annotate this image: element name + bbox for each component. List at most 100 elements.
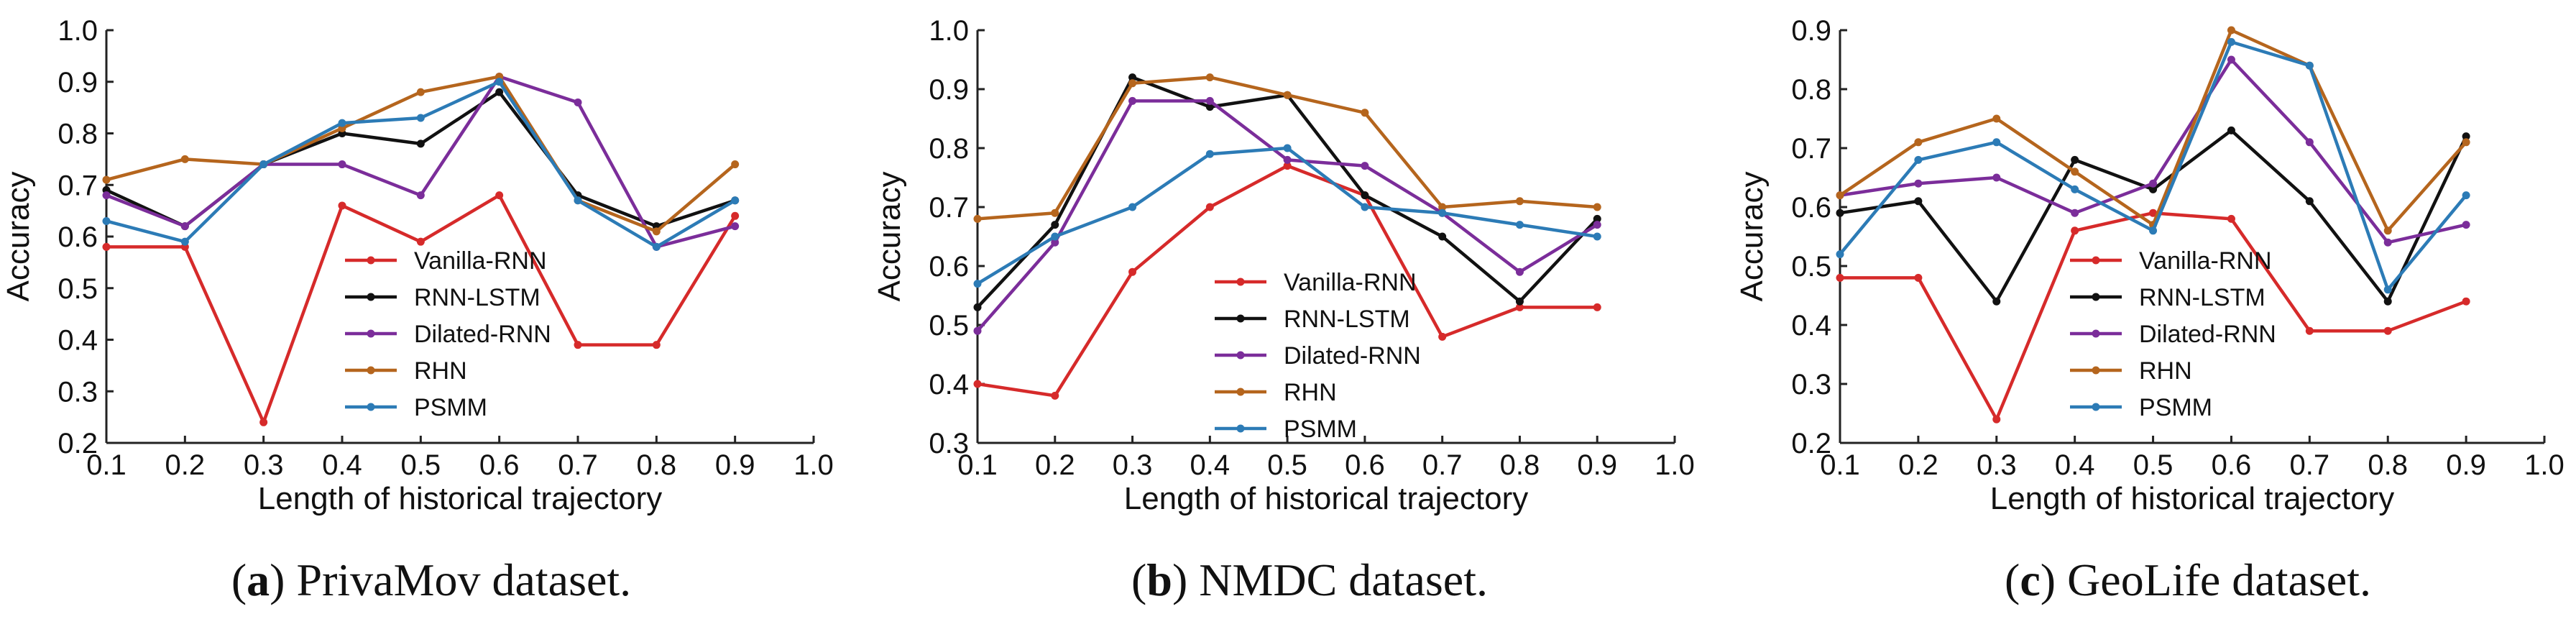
- y-tick-label: 0.8: [1791, 74, 1831, 106]
- legend-marker: [367, 329, 375, 338]
- data-point: [2071, 168, 2079, 176]
- data-point: [338, 201, 346, 210]
- data-point: [416, 237, 425, 246]
- legend-label: Vanilla-RNN: [1284, 269, 1417, 296]
- data-point: [338, 160, 346, 169]
- data-point: [652, 227, 661, 236]
- data-point: [2071, 185, 2079, 193]
- legend-label: Dilated-RNN: [2139, 321, 2276, 348]
- legend-marker: [1236, 278, 1245, 286]
- data-point: [416, 191, 425, 200]
- x-tick-label: 0.4: [2055, 449, 2095, 481]
- y-tick-label: 0.8: [929, 133, 969, 165]
- legend-label: Vanilla-RNN: [2139, 247, 2272, 275]
- data-point: [1205, 150, 1214, 158]
- x-tick-label: 0.4: [1190, 449, 1230, 481]
- legend-marker: [2092, 293, 2100, 301]
- x-tick-label: 0.9: [2446, 449, 2486, 481]
- data-point: [1836, 191, 1844, 200]
- data-point: [1128, 203, 1137, 211]
- x-tick-label: 0.2: [1898, 449, 1938, 481]
- data-point: [1593, 221, 1601, 229]
- data-point: [2462, 138, 2470, 147]
- data-point: [1205, 96, 1214, 105]
- legend-label: PSMM: [414, 394, 487, 421]
- y-tick-label: 0.6: [58, 221, 98, 253]
- data-point: [102, 216, 111, 225]
- data-point: [1205, 203, 1214, 211]
- data-point: [1836, 250, 1844, 259]
- y-tick-label: 0.4: [1791, 310, 1831, 342]
- data-point: [1914, 197, 1923, 206]
- data-point: [1051, 232, 1059, 241]
- y-tick-label: 0.5: [929, 310, 969, 342]
- legend-label: Vanilla-RNN: [414, 247, 547, 275]
- x-tick-label: 1.0: [794, 449, 834, 481]
- data-point: [1593, 303, 1601, 311]
- data-point: [2305, 138, 2314, 147]
- legend-label: PSMM: [1284, 416, 1357, 443]
- data-point: [1205, 103, 1214, 111]
- data-point: [1992, 114, 2001, 123]
- caption-letter: a: [247, 554, 270, 605]
- y-tick-label: 0.2: [58, 428, 98, 459]
- data-point: [731, 160, 740, 169]
- legend-label: RNN-LSTM: [2139, 284, 2266, 311]
- legend-marker: [1236, 314, 1245, 323]
- y-tick-label: 0.7: [1791, 133, 1831, 165]
- legend-label: RHN: [1284, 379, 1337, 406]
- y-tick-label: 0.7: [58, 170, 98, 201]
- x-tick-label: 0.9: [715, 449, 755, 481]
- data-point: [259, 418, 268, 426]
- data-point: [1515, 197, 1524, 206]
- legend-marker: [2092, 366, 2100, 375]
- x-tick-label: 0.6: [479, 449, 520, 481]
- data-point: [1283, 91, 1292, 99]
- data-point: [2149, 226, 2158, 235]
- legend: Vanilla-RNN RNN-LSTM Dilated-RNN RHN PSMM: [2070, 247, 2276, 421]
- data-point: [1914, 179, 1923, 188]
- x-tick-label: 0.3: [1113, 449, 1153, 481]
- x-tick-label: 0.1: [1820, 449, 1860, 481]
- y-tick-label: 0.9: [1791, 15, 1831, 47]
- data-point: [2227, 26, 2235, 35]
- data-point: [574, 196, 582, 205]
- data-point: [1128, 73, 1137, 82]
- data-point: [1051, 238, 1059, 247]
- y-tick-label: 0.6: [929, 251, 969, 283]
- y-tick-label: 0.4: [58, 325, 98, 357]
- x-tick-label: 0.4: [322, 449, 362, 481]
- y-tick-label: 0.3: [929, 428, 969, 459]
- y-tick-label: 0.8: [58, 119, 98, 150]
- data-point: [2462, 297, 2470, 306]
- data-point: [1128, 267, 1137, 276]
- data-point: [2383, 238, 2392, 247]
- x-tick-label: 0.3: [244, 449, 284, 481]
- chart-panel-c: 0.1 0.2 0.3 0.4 0.5 0.6 0.7 0.8 0.9 1.00.20.30.40…: [1734, 15, 2564, 516]
- data-point: [731, 196, 740, 205]
- data-point: [1205, 73, 1214, 82]
- data-point: [1515, 297, 1524, 306]
- x-tick-label: 0.1: [86, 449, 126, 481]
- data-point: [1992, 173, 2001, 182]
- x-tick-label: 0.2: [1035, 449, 1075, 481]
- y-tick-label: 0.5: [58, 273, 98, 305]
- data-point: [1515, 267, 1524, 276]
- data-point: [1438, 203, 1447, 211]
- legend-label: Dilated-RNN: [414, 321, 551, 348]
- data-point: [1361, 203, 1369, 211]
- y-tick-label: 0.6: [1791, 192, 1831, 224]
- x-axis-label: Length of historical trajectory: [1990, 481, 2395, 516]
- data-point: [973, 380, 982, 388]
- data-point: [1914, 155, 1923, 164]
- x-axis-label: Length of historical trajectory: [1124, 481, 1529, 516]
- data-point: [2462, 221, 2470, 229]
- data-point: [102, 242, 111, 251]
- data-point: [652, 242, 661, 251]
- data-point: [731, 211, 740, 220]
- caption-a: (a) PrivaMov dataset.: [231, 554, 632, 605]
- x-tick-label: 0.7: [1422, 449, 1463, 481]
- data-point: [2149, 179, 2158, 188]
- legend-label: RNN-LSTM: [1284, 306, 1410, 333]
- y-tick-label: 1.0: [929, 15, 969, 47]
